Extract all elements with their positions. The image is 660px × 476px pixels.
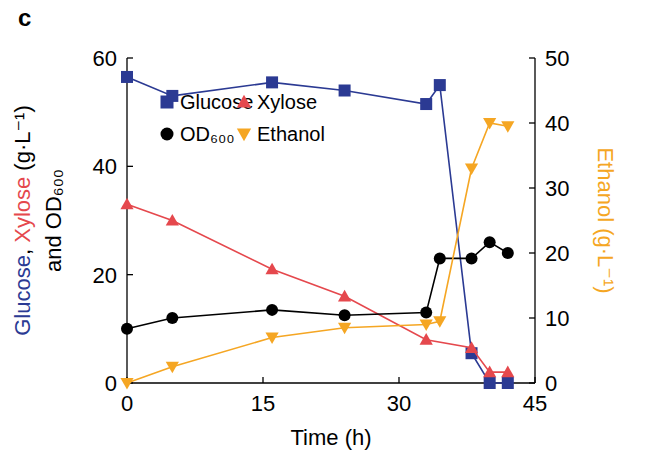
legend-label: Ethanol bbox=[257, 123, 325, 145]
y2-tick bbox=[529, 122, 535, 123]
data-point bbox=[483, 118, 496, 130]
y-label-part: and bbox=[41, 229, 66, 272]
data-point bbox=[502, 377, 514, 389]
legend-marker bbox=[237, 95, 251, 108]
data-point bbox=[338, 290, 351, 302]
data-point bbox=[166, 214, 179, 226]
data-point bbox=[338, 323, 351, 335]
data-point bbox=[484, 236, 496, 248]
chart: c0153045020406001020304050Time (h)Glucos… bbox=[0, 0, 660, 476]
legend-marker bbox=[161, 96, 174, 109]
data-point bbox=[484, 377, 496, 389]
data-point bbox=[501, 121, 514, 133]
legend-label: OD₆₀₀ bbox=[180, 123, 235, 145]
series-line bbox=[127, 123, 508, 383]
y2-tick-label: 0 bbox=[545, 371, 557, 396]
y-tick-label: 40 bbox=[93, 154, 117, 179]
y2-tick-label: 20 bbox=[545, 241, 569, 266]
data-point bbox=[266, 304, 278, 316]
x-tick bbox=[398, 377, 399, 383]
y-label-part: , bbox=[10, 243, 35, 255]
data-point bbox=[339, 85, 351, 97]
series-line bbox=[127, 77, 508, 383]
data-point bbox=[420, 98, 432, 110]
y-tick bbox=[127, 274, 133, 275]
y-label: and OD₆₀₀ bbox=[41, 169, 66, 272]
plot-area bbox=[120, 71, 514, 390]
data-point bbox=[339, 309, 351, 321]
series-line bbox=[127, 204, 508, 372]
y-label-part: OD₆₀₀ bbox=[41, 169, 66, 229]
x-tick-label: 45 bbox=[523, 391, 547, 416]
y-tick-label: 0 bbox=[105, 371, 117, 396]
data-point bbox=[434, 79, 446, 91]
y-tick-label: 20 bbox=[93, 263, 117, 288]
data-point bbox=[433, 316, 446, 328]
y2-tick-label: 40 bbox=[545, 111, 569, 136]
data-point bbox=[502, 247, 514, 259]
y2-tick bbox=[529, 187, 535, 188]
y-label-part: Xylose bbox=[10, 177, 35, 243]
data-point bbox=[166, 362, 179, 374]
y2-tick-label: 10 bbox=[545, 306, 569, 331]
series-line bbox=[127, 242, 508, 329]
data-point bbox=[266, 76, 278, 88]
x-axis bbox=[127, 382, 535, 383]
data-point bbox=[121, 71, 133, 83]
data-point bbox=[501, 366, 514, 378]
data-point bbox=[434, 252, 446, 264]
y2-tick-label: 30 bbox=[545, 176, 569, 201]
y-label: Glucose, Xylose (g·L⁻¹) bbox=[10, 105, 35, 336]
data-point bbox=[121, 323, 133, 335]
x-label: Time (h) bbox=[290, 425, 371, 450]
y2-tick bbox=[529, 57, 535, 58]
y-tick bbox=[127, 166, 133, 167]
data-point bbox=[265, 332, 278, 344]
legend-label: Xylose bbox=[257, 91, 317, 113]
y2-tick-label: 50 bbox=[545, 46, 569, 71]
x-tick-label: 15 bbox=[251, 391, 275, 416]
legend-label: Glucose bbox=[180, 91, 253, 113]
x-tick bbox=[262, 377, 263, 383]
data-point bbox=[420, 307, 432, 319]
legend: GlucoseXylose OD₆₀₀ Ethanol bbox=[161, 91, 325, 145]
y2-tick bbox=[529, 382, 535, 383]
x-tick-label: 30 bbox=[387, 391, 411, 416]
data-point bbox=[120, 198, 133, 210]
y2-label: Ethanol (g·L⁻¹) bbox=[593, 147, 618, 293]
y2-tick bbox=[529, 252, 535, 253]
y-label-part: (g·L⁻¹) bbox=[10, 105, 35, 177]
x-tick-label: 0 bbox=[121, 391, 133, 416]
data-point bbox=[465, 341, 478, 353]
data-point bbox=[120, 378, 133, 390]
y2-axis bbox=[534, 58, 535, 383]
data-point bbox=[166, 312, 178, 324]
data-point bbox=[265, 263, 278, 275]
y-tick-label: 60 bbox=[93, 46, 117, 71]
data-point bbox=[466, 252, 478, 264]
data-point bbox=[483, 366, 496, 378]
data-point bbox=[420, 319, 433, 331]
x-tick bbox=[534, 377, 535, 383]
legend-marker bbox=[161, 128, 174, 141]
legend-marker bbox=[237, 128, 251, 141]
y-label-part: Glucose bbox=[10, 255, 35, 336]
panel-label: c bbox=[18, 4, 31, 31]
data-point bbox=[420, 333, 433, 345]
y-tick bbox=[127, 57, 133, 58]
y2-tick bbox=[529, 317, 535, 318]
data-point bbox=[465, 163, 478, 175]
